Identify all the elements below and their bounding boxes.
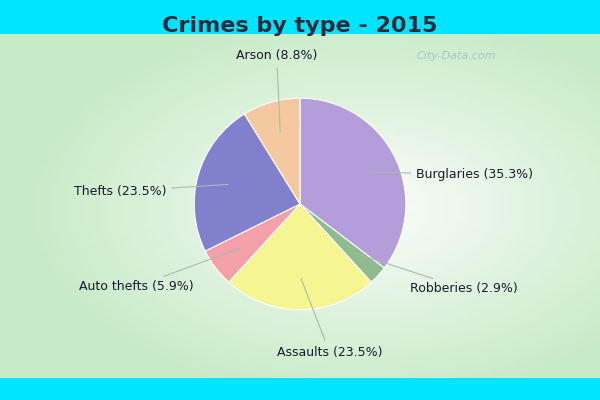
Text: Arson (8.8%): Arson (8.8%) xyxy=(236,49,317,132)
Text: Burglaries (35.3%): Burglaries (35.3%) xyxy=(367,168,533,181)
Wedge shape xyxy=(244,98,300,204)
Text: Assaults (23.5%): Assaults (23.5%) xyxy=(277,278,382,359)
Wedge shape xyxy=(300,204,384,282)
Wedge shape xyxy=(229,204,371,310)
Wedge shape xyxy=(300,98,406,268)
Text: Thefts (23.5%): Thefts (23.5%) xyxy=(74,184,228,198)
Text: City-Data.com: City-Data.com xyxy=(416,50,496,60)
Text: Robberies (2.9%): Robberies (2.9%) xyxy=(356,254,518,295)
Text: Crimes by type - 2015: Crimes by type - 2015 xyxy=(163,16,437,36)
Wedge shape xyxy=(205,204,300,282)
Text: Auto thefts (5.9%): Auto thefts (5.9%) xyxy=(79,248,240,293)
Wedge shape xyxy=(194,114,300,251)
